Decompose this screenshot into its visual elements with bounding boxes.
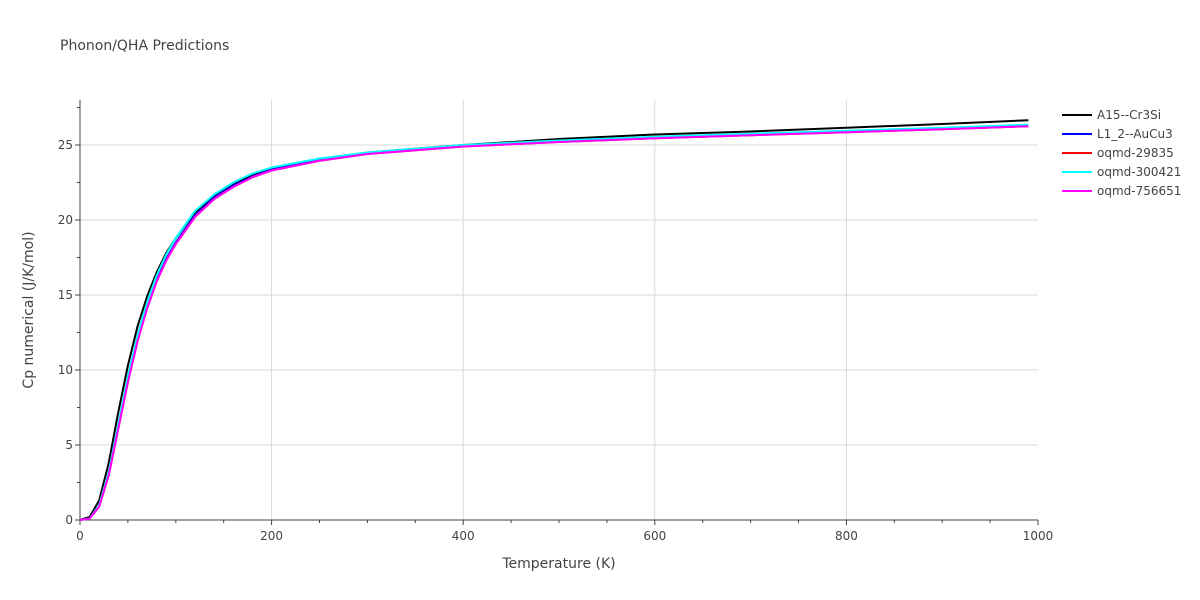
legend-item[interactable]: oqmd-29835: [1062, 146, 1174, 160]
y-tick-label: 5: [65, 438, 73, 452]
y-tick-label: 0: [65, 513, 73, 527]
x-tick-label: 600: [643, 529, 666, 543]
x-tick-label: 800: [835, 529, 858, 543]
series-line-5: [79, 125, 1029, 521]
series-lines: [79, 119, 1029, 521]
legend-label: A15--Cr3Si: [1097, 108, 1161, 122]
series-line-1: [79, 119, 1029, 521]
legend-label: oqmd-300421: [1097, 165, 1181, 179]
y-axis-label: Cp numerical (J/K/mol): [21, 231, 37, 388]
x-tick-label: 0: [76, 529, 84, 543]
grid: [80, 100, 1038, 520]
axes: 0 200 400 600 800 1000 0 5 10 15 20 25: [58, 100, 1054, 543]
legend-label: L1_2--AuCu3: [1097, 127, 1173, 141]
chart-title: Phonon/QHA Predictions: [60, 38, 229, 54]
legend-item[interactable]: oqmd-756651: [1062, 184, 1181, 198]
legend-item[interactable]: A15--Cr3Si: [1062, 108, 1161, 122]
y-tick-label: 10: [58, 363, 73, 377]
y-tick-label: 20: [58, 213, 73, 227]
legend-item[interactable]: oqmd-300421: [1062, 165, 1181, 179]
y-tick-label: 25: [58, 138, 73, 152]
y-tick-label: 15: [58, 288, 73, 302]
legend-label: oqmd-756651: [1097, 184, 1181, 198]
x-tick-label: 1000: [1023, 529, 1054, 543]
legend-item[interactable]: L1_2--AuCu3: [1062, 127, 1173, 141]
series-line-4: [79, 123, 1029, 521]
legend[interactable]: A15--Cr3Si L1_2--AuCu3 oqmd-29835 oqmd-3004…: [1062, 108, 1181, 198]
series-line-3: [79, 125, 1029, 521]
legend-label: oqmd-29835: [1097, 146, 1174, 160]
x-tick-label: 400: [452, 529, 475, 543]
x-tick-label: 200: [260, 529, 283, 543]
series-line-2: [79, 124, 1029, 521]
x-axis-label: Temperature (K): [501, 556, 615, 572]
